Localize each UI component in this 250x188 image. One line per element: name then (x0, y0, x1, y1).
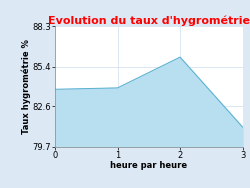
Title: Evolution du taux d'hygrométrie: Evolution du taux d'hygrométrie (48, 15, 250, 26)
Y-axis label: Taux hygrométrie %: Taux hygrométrie % (21, 39, 31, 134)
X-axis label: heure par heure: heure par heure (110, 161, 187, 170)
